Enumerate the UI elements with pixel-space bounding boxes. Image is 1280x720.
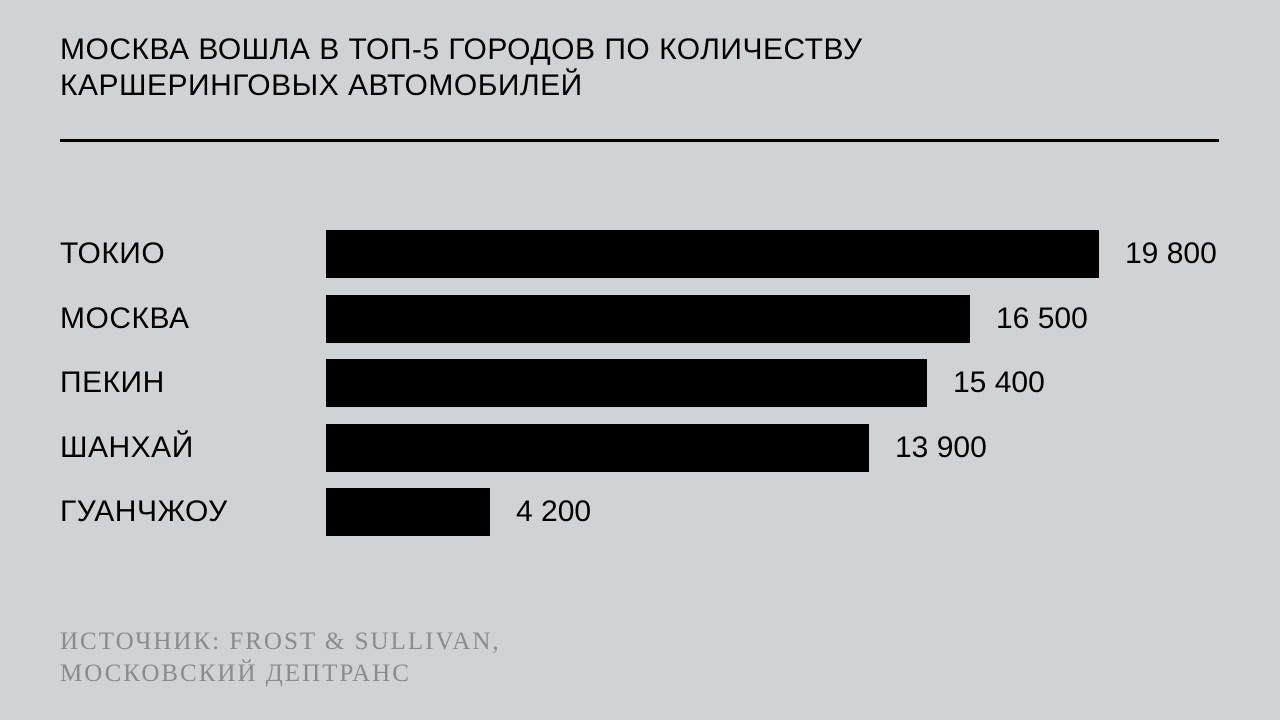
source-note: ИСТОЧНИК: FROST & SULLIVAN, МОСКОВСКИЙ Д…	[60, 626, 860, 690]
category-label: ШАНХАЙ	[60, 431, 194, 464]
value-label: 19 800	[1125, 237, 1217, 270]
value-label: 4 200	[516, 495, 592, 528]
category-label: МОСКВА	[60, 302, 190, 335]
title-divider	[60, 139, 1219, 142]
source-line-1: ИСТОЧНИК: FROST & SULLIVAN,	[60, 628, 501, 655]
bar	[326, 295, 970, 343]
category-label: ГУАНЧЖОУ	[60, 495, 228, 528]
chart-title-line-2: КАРШЕРИНГОВЫХ АВТОМОБИЛЕЙ	[60, 69, 583, 102]
bar	[326, 424, 869, 472]
source-line-2: МОСКОВСКИЙ ДЕПТРАНС	[60, 660, 411, 687]
value-label: 15 400	[953, 366, 1045, 399]
chart-title: МОСКВА ВОШЛА В ТОП-5 ГОРОДОВ ПО КОЛИЧЕСТ…	[60, 32, 1060, 104]
category-label: ПЕКИН	[60, 366, 165, 399]
bar	[326, 488, 490, 536]
category-label: ТОКИО	[60, 237, 166, 270]
chart-title-line-1: МОСКВА ВОШЛА В ТОП-5 ГОРОДОВ ПО КОЛИЧЕСТ…	[60, 33, 863, 66]
bar	[326, 359, 927, 407]
value-label: 16 500	[996, 302, 1088, 335]
bar	[326, 230, 1099, 278]
value-label: 13 900	[895, 431, 987, 464]
